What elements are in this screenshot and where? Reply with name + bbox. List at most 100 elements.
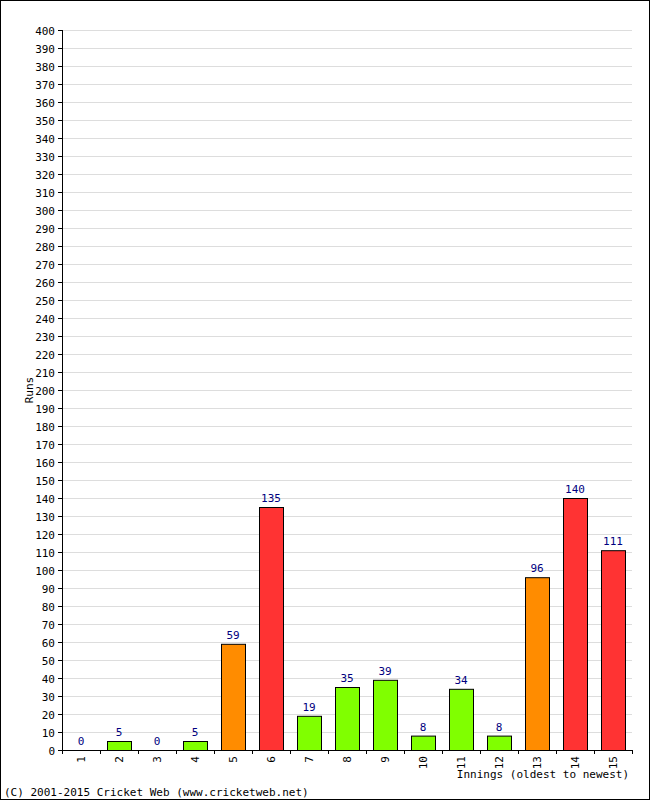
x-tick-label: 2 — [113, 756, 126, 763]
y-tick — [58, 390, 62, 391]
grid-line — [62, 480, 632, 481]
grid-line — [62, 318, 632, 319]
y-tick — [58, 102, 62, 103]
y-tick — [58, 192, 62, 193]
y-tick-label: 380 — [35, 61, 55, 74]
grid-line — [62, 156, 632, 157]
data-label: 59 — [226, 629, 239, 642]
grid-line — [62, 552, 632, 553]
y-axis — [62, 30, 63, 750]
grid-line — [62, 372, 632, 373]
x-axis-label: Innings (oldest to newest) — [457, 768, 629, 781]
grid-line — [62, 246, 632, 247]
x-tick — [632, 750, 633, 754]
x-tick — [366, 750, 367, 754]
x-tick — [138, 750, 139, 754]
y-tick — [58, 606, 62, 607]
y-tick-label: 270 — [35, 259, 55, 272]
data-label: 0 — [154, 735, 161, 748]
y-tick-label: 280 — [35, 241, 55, 254]
y-tick — [58, 624, 62, 625]
y-tick-label: 120 — [35, 529, 55, 542]
y-tick-label: 350 — [35, 115, 55, 128]
y-tick — [58, 444, 62, 445]
data-label: 5 — [116, 726, 123, 739]
y-tick-label: 40 — [42, 673, 55, 686]
grid-line — [62, 534, 632, 535]
grid-line — [62, 102, 632, 103]
y-tick — [58, 156, 62, 157]
y-tick — [58, 282, 62, 283]
data-label: 39 — [378, 665, 391, 678]
grid-line — [62, 138, 632, 139]
annotation: (C) 2001-2015 Cricket Web (www.cricketwe… — [4, 786, 309, 799]
y-tick — [58, 678, 62, 679]
x-tick — [442, 750, 443, 754]
x-tick-label: 5 — [227, 756, 240, 763]
bar — [336, 688, 360, 751]
x-tick — [252, 750, 253, 754]
x-tick — [214, 750, 215, 754]
grid-line — [62, 48, 632, 49]
data-label: 5 — [192, 726, 199, 739]
data-label: 8 — [496, 721, 503, 734]
y-tick — [58, 264, 62, 265]
grid-line — [62, 426, 632, 427]
y-tick-label: 230 — [35, 331, 55, 344]
grid-line — [62, 228, 632, 229]
bar — [564, 499, 588, 751]
y-tick-label: 290 — [35, 223, 55, 236]
data-label: 19 — [302, 701, 315, 714]
bar — [450, 689, 474, 750]
grid-line — [62, 84, 632, 85]
grid-line — [62, 390, 632, 391]
x-tick-label: 10 — [417, 756, 430, 769]
data-label: 111 — [603, 535, 623, 548]
x-tick — [176, 750, 177, 754]
y-tick-label: 340 — [35, 133, 55, 146]
y-tick — [58, 570, 62, 571]
x-tick — [556, 750, 557, 754]
bar — [488, 736, 512, 750]
y-tick — [58, 714, 62, 715]
y-tick — [58, 372, 62, 373]
data-label: 35 — [340, 672, 353, 685]
y-tick — [58, 246, 62, 247]
y-tick-label: 100 — [35, 565, 55, 578]
chart: 0102030405060708090100110120130140150160… — [0, 0, 650, 800]
bar — [108, 742, 132, 751]
data-label: 140 — [565, 483, 585, 496]
x-tick-label: 4 — [189, 756, 202, 763]
y-tick-label: 400 — [35, 25, 55, 38]
bar — [602, 551, 626, 750]
y-tick-label: 170 — [35, 439, 55, 452]
grid — [62, 31, 632, 751]
y-tick — [58, 30, 62, 31]
grid-line — [62, 300, 632, 301]
y-tick — [58, 84, 62, 85]
y-tick-label: 20 — [42, 709, 55, 722]
bar — [526, 578, 550, 750]
y-tick-label: 30 — [42, 691, 55, 704]
grid-line — [62, 336, 632, 337]
y-tick-label: 160 — [35, 457, 55, 470]
y-tick-label: 10 — [42, 727, 55, 740]
x-tick-label: 9 — [379, 756, 392, 763]
x-tick — [480, 750, 481, 754]
y-tick-label: 130 — [35, 511, 55, 524]
grid-line — [62, 408, 632, 409]
y-tick-label: 360 — [35, 97, 55, 110]
x-tick-label: 8 — [341, 756, 354, 763]
y-tick — [58, 48, 62, 49]
y-tick — [58, 300, 62, 301]
y-tick — [58, 552, 62, 553]
y-tick-label: 210 — [35, 367, 55, 380]
y-tick-label: 370 — [35, 79, 55, 92]
grid-line — [62, 66, 632, 67]
y-tick — [58, 642, 62, 643]
x-tick-label: 1 — [75, 756, 88, 763]
x-tick — [62, 750, 63, 754]
y-tick-label: 140 — [35, 493, 55, 506]
y-tick-label: 310 — [35, 187, 55, 200]
y-tick — [58, 336, 62, 337]
